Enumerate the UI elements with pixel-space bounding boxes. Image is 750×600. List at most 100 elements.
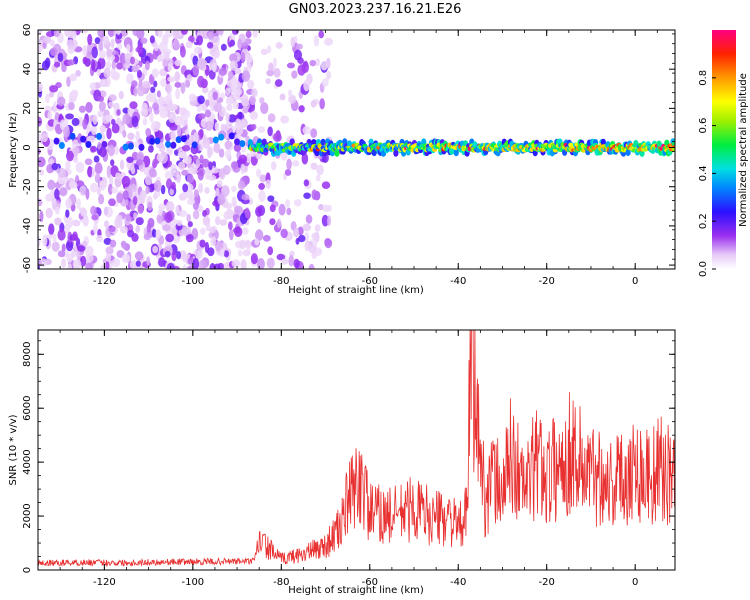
spectrogram-cell: [310, 162, 318, 170]
spectrogram-cell: [199, 59, 208, 67]
spectrogram-cell: [204, 109, 212, 118]
spectrogram-cell: [303, 192, 311, 199]
spectrogram-cell: [204, 186, 210, 194]
spectrogram-cell: [266, 257, 275, 269]
spectrogram-cell: [152, 158, 158, 168]
spectrogram-cell: [53, 137, 60, 145]
spectrogram-cell: [79, 185, 88, 196]
spectrogram-cell: [116, 109, 121, 116]
spectrogram-cell: [41, 132, 48, 143]
spectrogram-cell: [200, 227, 206, 235]
spectrogram-cell: [127, 132, 135, 140]
spectrogram-cell: [198, 259, 207, 269]
spectrogram-cell: [222, 165, 231, 176]
spectrogram-cell: [172, 30, 180, 40]
spectrogram-cell: [303, 179, 310, 187]
spectrogram-cell: [82, 118, 88, 130]
spectrogram-cell: [193, 189, 200, 198]
spectrogram-cell: [106, 48, 113, 58]
spectrogram-cell: [108, 198, 116, 207]
spectrogram-cell: [142, 117, 148, 126]
spectrogram-cell: [213, 101, 222, 112]
spectrogram-cell: [171, 227, 178, 235]
spectrogram-cell: [224, 140, 232, 150]
spectrogram-cell: [39, 169, 45, 176]
spectrogram-cell: [179, 114, 189, 127]
spectrogram-cell: [71, 117, 80, 127]
spectrogram-cell: [158, 41, 168, 53]
spectrogram-cell: [156, 153, 164, 162]
spectrogram-cell: [207, 247, 215, 257]
spectrogram-cell: [48, 91, 54, 98]
spectrogram-cell: [121, 175, 131, 188]
spectrogram-cell: [171, 181, 176, 191]
spectrogram-cell: [80, 135, 87, 143]
spectrogram-cell: [289, 138, 295, 146]
spectrogram-cell: [121, 241, 127, 249]
spectrogram-cell: [158, 208, 163, 216]
spectrogram-cell: [65, 150, 75, 162]
spectrogram-cell: [242, 175, 250, 185]
spectrogram-cell: [167, 76, 176, 83]
spectrogram-cell: [53, 101, 58, 114]
spectrogram-cell: [239, 140, 246, 148]
spectrogram-cell: [285, 199, 291, 208]
spectrogram-x-tick-label: -60: [362, 276, 378, 287]
spectrogram-cell: [233, 143, 242, 152]
spectrogram-cell: [69, 73, 78, 82]
spectrogram-cell: [231, 185, 237, 193]
spectrogram-cell: [321, 214, 329, 227]
spectrogram-cell: [213, 142, 221, 154]
spectrogram-cell: [165, 201, 175, 213]
spectrogram-cell: [208, 161, 213, 171]
spectrogram-cell: [237, 180, 246, 190]
spectrogram-cell: [93, 222, 98, 235]
spectrogram-cell: [320, 60, 328, 71]
spectrogram-cell: [297, 234, 306, 243]
spectrogram-cell: [315, 58, 320, 67]
spectrogram-cell: [152, 245, 159, 254]
spectrogram-cell: [165, 83, 173, 94]
spectrogram-cell: [346, 140, 353, 148]
spectrogram-panel: -120 -100 -80 -60 -40 -20 0 -60 -40 -20 0 20 40 60 He…: [8, 24, 676, 296]
spectrogram-cell: [87, 33, 93, 46]
spectrogram-cell: [238, 249, 243, 257]
spectrogram-cell: [164, 95, 171, 105]
spectrogram-cell: [90, 205, 97, 216]
spectrogram-cell: [220, 43, 227, 51]
spectrogram-cell: [155, 229, 161, 239]
spectrogram-cell: [164, 53, 170, 61]
spectrogram-cell: [212, 136, 219, 144]
spectrogram-cell: [568, 142, 574, 148]
spectrogram-cell: [45, 207, 53, 219]
spectrogram-cell: [111, 258, 121, 268]
spectrogram-cell: [165, 233, 175, 243]
spectrogram-cell: [220, 185, 230, 197]
spectrogram-cell: [87, 165, 93, 178]
spectrogram-cell: [217, 30, 224, 35]
spectrogram-cell: [89, 82, 96, 90]
spectrogram-cell: [151, 68, 159, 78]
spectrogram-cell: [174, 59, 182, 67]
spectrogram-cell: [60, 258, 67, 268]
spectrogram-cell: [192, 210, 200, 220]
spectrogram-cell: [305, 214, 313, 224]
spectrogram-cell: [116, 192, 124, 204]
spectrogram-cell: [107, 183, 113, 195]
spectrogram-cell: [97, 110, 104, 118]
spectrogram-cell: [75, 69, 81, 77]
spectrogram-cell: [57, 167, 67, 179]
spectrogram-cell: [293, 199, 302, 207]
spectrogram-cell: [89, 182, 99, 193]
spectrogram-cell: [38, 258, 42, 267]
spectrogram-cell: [152, 192, 158, 200]
spectrogram-cell: [146, 256, 151, 266]
spectrogram-cell: [197, 95, 205, 105]
spectrogram-cell: [207, 146, 212, 159]
spectrogram-cell: [130, 56, 135, 65]
spectrogram-cell: [259, 97, 265, 104]
spectrogram-cell: [137, 204, 144, 215]
spectrogram-cell: [254, 229, 264, 241]
spectrogram-cell: [254, 238, 260, 246]
spectrogram-cell: [223, 250, 230, 258]
